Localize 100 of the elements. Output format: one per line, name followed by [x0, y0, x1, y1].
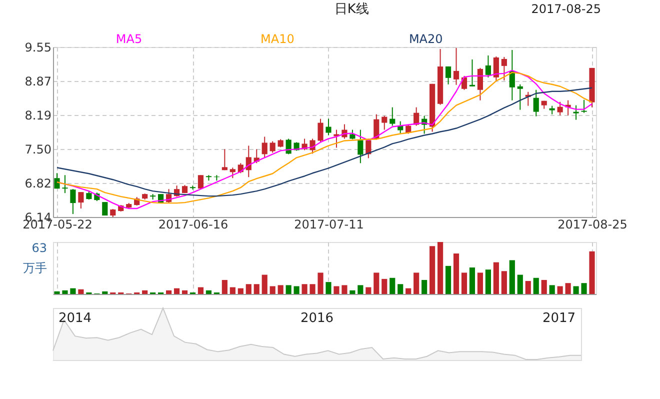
candlestick	[262, 136, 268, 158]
candlestick	[286, 138, 292, 155]
bar	[461, 272, 468, 294]
bar	[453, 253, 460, 294]
bar	[398, 284, 404, 294]
bar	[70, 288, 76, 294]
text: MA10	[260, 32, 294, 46]
candlestick	[533, 89, 539, 117]
text: MA5	[116, 32, 142, 46]
bar	[326, 282, 332, 294]
x-tick-label: 2017-06-16	[158, 218, 228, 232]
candlestick	[62, 174, 68, 194]
bar	[198, 287, 204, 294]
candlestick	[334, 129, 340, 148]
x-tick-label: 2016	[300, 311, 334, 326]
candlestick	[445, 66, 452, 85]
bar	[142, 290, 148, 294]
bar	[541, 280, 547, 294]
bar	[469, 267, 476, 294]
candlestick	[326, 118, 332, 136]
bar	[278, 285, 284, 294]
candlestick	[517, 84, 523, 110]
candlestick	[390, 106, 396, 126]
bar	[549, 285, 555, 294]
x-tick-label: 2014	[58, 311, 92, 326]
y-tick-label: 9.55	[24, 40, 52, 54]
candlestick	[477, 67, 484, 101]
bar	[581, 283, 587, 294]
bar	[222, 280, 228, 294]
bar	[334, 286, 340, 294]
bar	[270, 286, 276, 294]
bar	[182, 290, 188, 294]
bar	[310, 284, 316, 294]
x-tick-label: 2017-07-11	[294, 218, 364, 232]
bar	[206, 290, 212, 294]
bar	[565, 283, 571, 294]
candlestick	[398, 120, 404, 134]
candlestick	[557, 101, 563, 116]
candlestick	[54, 172, 60, 190]
candlestick	[382, 115, 388, 130]
bar	[238, 288, 244, 294]
text: 2017-08-25	[531, 2, 601, 16]
bar	[557, 286, 563, 294]
bar	[262, 274, 268, 294]
bar	[533, 278, 539, 294]
candlestick	[102, 202, 108, 216]
bar	[422, 280, 428, 294]
chart-title: 日K线	[334, 2, 369, 17]
bar	[390, 278, 396, 294]
y-tick-label: 8.87	[24, 74, 52, 88]
bar	[342, 285, 348, 294]
bar	[166, 290, 172, 294]
bar	[102, 291, 108, 294]
bar	[485, 270, 491, 294]
x-tick-label: 2017-08-25	[558, 218, 628, 232]
y-tick-label: 6.82	[24, 176, 52, 191]
bar	[430, 246, 436, 294]
candlestick	[461, 75, 468, 90]
bar	[525, 281, 531, 294]
candlestick	[70, 188, 76, 215]
bar	[302, 284, 308, 294]
candlestick	[230, 167, 236, 179]
bar	[501, 271, 507, 294]
candlestick	[198, 174, 204, 190]
bar	[54, 291, 60, 294]
candlestick	[485, 54, 491, 78]
candlestick	[214, 174, 220, 182]
candlestick	[493, 56, 499, 82]
candlestick	[581, 99, 587, 114]
y-tick-label: 8.19	[24, 108, 52, 122]
candlestick	[222, 148, 228, 171]
bar	[414, 272, 420, 294]
bar	[230, 287, 236, 294]
bar	[509, 260, 515, 294]
candlestick	[270, 140, 276, 154]
candlestick	[350, 129, 356, 140]
candlestick	[501, 56, 507, 81]
bar	[437, 242, 444, 294]
bar	[445, 266, 452, 294]
bar	[62, 290, 68, 294]
bar	[366, 287, 372, 294]
x-tick-label: 2017	[542, 311, 576, 326]
bar	[589, 251, 595, 294]
bar	[294, 286, 300, 294]
candlestick	[469, 58, 476, 87]
bar	[477, 272, 484, 294]
bar	[174, 288, 180, 294]
candlestick	[453, 47, 460, 86]
y-tick-label: 7.50	[24, 142, 52, 157]
candlestick	[358, 129, 364, 164]
bar	[246, 284, 252, 294]
bar	[78, 289, 84, 294]
bar	[573, 286, 579, 294]
bar	[254, 284, 260, 294]
bar	[374, 272, 380, 294]
bar	[286, 285, 292, 294]
text: 万手	[23, 261, 47, 275]
bar	[318, 272, 324, 294]
bar	[493, 262, 499, 294]
bar	[358, 285, 364, 294]
